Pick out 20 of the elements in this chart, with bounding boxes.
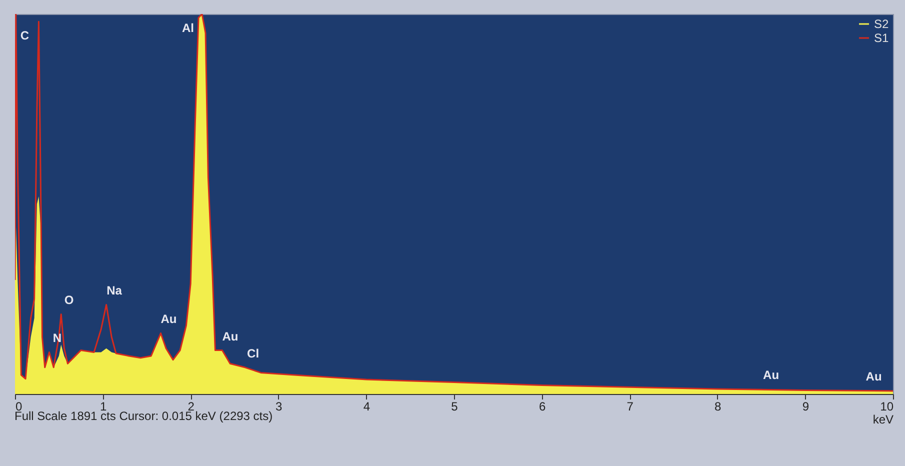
- x-axis-title: keV: [872, 412, 894, 426]
- annotation: O: [64, 293, 74, 308]
- x-tick-label: 4: [363, 400, 370, 414]
- x-tick-label: 7: [626, 400, 634, 414]
- legend-label: S2: [874, 17, 890, 31]
- legend-label: S1: [874, 31, 890, 45]
- x-tick-label: 5: [451, 400, 458, 414]
- annotation: Au: [160, 312, 177, 326]
- annotation: Au: [763, 368, 780, 382]
- annotation: Na: [106, 284, 122, 298]
- x-tick-label: 10: [880, 400, 894, 414]
- annotation: Au: [222, 329, 238, 344]
- x-tick-label: 3: [276, 400, 283, 414]
- annotation: Au: [866, 370, 882, 384]
- x-tick-label: 8: [714, 400, 722, 414]
- annotation: Cl: [247, 346, 260, 360]
- annotation: Al: [182, 21, 194, 35]
- x-tick-label: 9: [802, 400, 810, 414]
- annotation: C: [20, 28, 30, 43]
- x-tick-label: 6: [538, 400, 546, 414]
